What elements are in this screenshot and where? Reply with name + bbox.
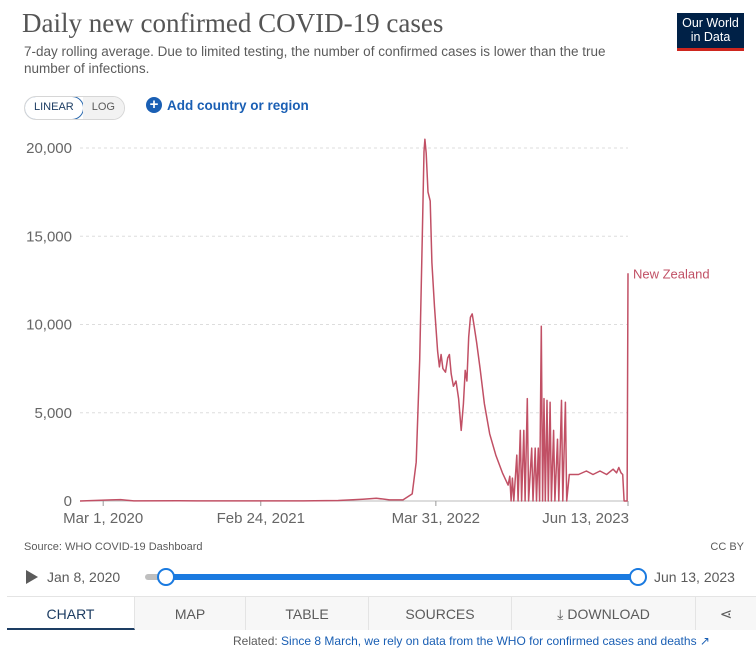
source-note[interactable]: Source: WHO COVID-19 Dashboard (24, 541, 203, 553)
chart-subtitle: 7-day rolling average. Due to limited te… (24, 44, 606, 76)
timeline-start-handle[interactable] (157, 568, 175, 586)
x-tick-label: Feb 24, 2021 (217, 510, 305, 527)
series-layer: New Zealand (79, 138, 710, 502)
timeline-start-date: Jan 8, 2020 (47, 569, 121, 585)
x-tick-label: Jun 13, 2023 (542, 510, 629, 527)
timeline-end-handle[interactable] (629, 568, 647, 586)
linear-scale-button[interactable]: LINEAR (24, 97, 84, 119)
external-link-icon: ↗ (699, 634, 710, 648)
tab-download[interactable]: ⤓ DOWNLOAD (512, 597, 696, 630)
x-axis: Mar 1, 2020 Feb 24, 2021 Mar 31, 2022 Jun 1… (63, 500, 629, 527)
timeline-range-fill (165, 574, 645, 580)
plus-circle-icon: + (146, 97, 162, 113)
y-tick-label: 15,000 (26, 228, 72, 245)
gridlines (80, 147, 628, 414)
chart-title: Daily new confirmed COVID-19 cases (22, 8, 444, 38)
line-chart[interactable]: 0 5,000 10,000 15,000 20,000 Mar 1, 2020 Feb … (0, 125, 756, 535)
timeline-end-date: Jun 13, 2023 (654, 569, 735, 585)
tab-sources[interactable]: SOURCES (369, 597, 512, 630)
tab-table[interactable]: TABLE (246, 597, 369, 630)
related-note: Related: Since 8 March, we rely on data … (233, 634, 710, 648)
download-icon: ⤓ (557, 606, 564, 622)
share-icon: ⋖ (719, 606, 733, 623)
series-line-new-zealand[interactable] (79, 138, 629, 502)
tab-bar: CHART MAP TABLE SOURCES ⤓ DOWNLOAD ⋖ (7, 596, 756, 631)
logo-line-1: Our World (682, 16, 739, 30)
y-tick-label: 10,000 (26, 317, 72, 334)
related-link[interactable]: Since 8 March, we rely on data from the … (281, 634, 697, 648)
tab-chart[interactable]: CHART (7, 597, 135, 630)
series-end-label[interactable]: New Zealand (633, 266, 710, 281)
play-icon[interactable] (26, 570, 38, 584)
y-tick-label: 5,000 (34, 405, 72, 422)
x-tick-label: Mar 1, 2020 (63, 510, 143, 527)
share-button[interactable]: ⋖ (696, 597, 756, 630)
y-tick-label: 20,000 (26, 140, 72, 157)
scale-toggle: LINEAR LOG (24, 96, 125, 120)
tab-map[interactable]: MAP (135, 597, 246, 630)
x-tick-label: Mar 31, 2022 (392, 510, 480, 527)
log-scale-button[interactable]: LOG (82, 97, 124, 119)
owid-logo[interactable]: Our World in Data (677, 13, 744, 51)
timeline-track[interactable] (145, 574, 645, 580)
download-label: DOWNLOAD (567, 606, 650, 622)
license-badge[interactable]: CC BY (710, 541, 744, 553)
related-prefix: Related: (233, 634, 278, 648)
add-country-button[interactable]: + Add country or region (146, 97, 309, 113)
add-country-label: Add country or region (167, 97, 309, 113)
y-tick-label: 0 (64, 493, 72, 510)
y-axis: 0 5,000 10,000 15,000 20,000 (26, 140, 72, 510)
logo-line-2: in Data (690, 30, 731, 44)
